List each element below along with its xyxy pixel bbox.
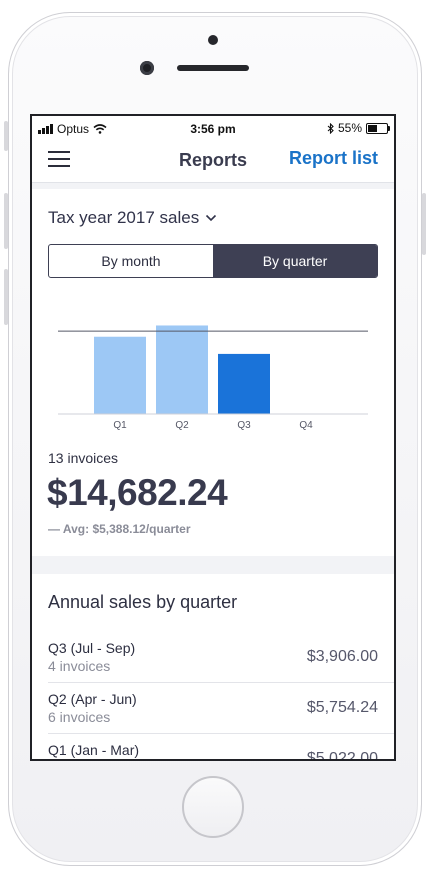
- earpiece-speaker: [177, 65, 249, 71]
- quarter-amount: $3,906.00: [306, 648, 378, 665]
- quarter-list: Q3 (Jul - Sep) 4 invoices $3,906.00 Q2 (…: [32, 632, 394, 761]
- average-sales: — Avg: $5,388.12/quarter: [48, 522, 191, 536]
- sales-chart: Q1 Q2 Q3 Q4: [58, 325, 368, 431]
- chevron-down-icon: [206, 214, 217, 222]
- total-sales: $14,682.24: [47, 472, 228, 513]
- list-item[interactable]: Q2 (Apr - Jun) 6 invoices $5,754.24: [48, 683, 394, 734]
- wifi-icon: [93, 124, 107, 134]
- period-label: Tax year 2017 sales: [48, 208, 200, 227]
- proximity-sensor: [140, 61, 154, 75]
- volume-up-button: [4, 193, 8, 249]
- bluetooth-icon: [327, 122, 334, 134]
- front-camera: [208, 35, 218, 45]
- section-divider: [32, 183, 394, 189]
- battery-icon: [366, 122, 390, 134]
- battery-fill: [368, 124, 377, 132]
- period-toggle: By month By quarter: [48, 244, 378, 278]
- menu-icon[interactable]: [48, 151, 70, 167]
- quarter-amount: $5,754.24: [306, 699, 378, 716]
- home-button[interactable]: [182, 776, 244, 838]
- section-divider: [32, 556, 394, 574]
- status-time: 3:56 pm: [190, 122, 236, 136]
- chart-tick-label: Q1: [113, 420, 127, 431]
- status-bar: Optus 3:56 pm 55%: [32, 116, 394, 140]
- quarter-invoices: 4 invoices: [48, 658, 111, 674]
- quarter-label: Q3 (Jul - Sep): [48, 640, 136, 656]
- invoice-count: 13 invoices: [48, 450, 119, 466]
- annual-sales-title: Annual sales by quarter: [48, 592, 238, 612]
- mute-switch: [4, 121, 8, 151]
- list-item[interactable]: Q3 (Jul - Sep) 4 invoices $3,906.00: [48, 632, 394, 683]
- volume-down-button: [4, 269, 8, 325]
- app-screen: Optus 3:56 pm 55% Reports Report list Ta…: [30, 114, 396, 761]
- quarter-label: Q1 (Jan - Mar): [48, 742, 140, 758]
- chart-bar[interactable]: [94, 336, 146, 414]
- power-button: [422, 193, 426, 255]
- page-title: Reports: [178, 150, 247, 170]
- period-selector[interactable]: Tax year 2017 sales: [48, 208, 217, 228]
- navigation-bar: Reports Report list: [32, 140, 394, 183]
- chart-bar[interactable]: [218, 353, 270, 414]
- chart-bar[interactable]: [156, 325, 208, 414]
- chart-tick-label: Q3: [237, 420, 251, 431]
- quarter-amount: $5,022.00: [306, 750, 378, 761]
- battery-percent: 55%: [337, 121, 362, 135]
- chart-tick-label: Q2: [175, 420, 189, 431]
- tab-by-quarter[interactable]: By quarter: [213, 245, 377, 277]
- carrier-name: Optus: [57, 122, 90, 136]
- list-item[interactable]: Q1 (Jan - Mar) $5,022.00: [48, 734, 394, 761]
- signal-icon: [38, 124, 53, 134]
- chart-tick-label: Q4: [299, 420, 313, 431]
- quarter-invoices: 6 invoices: [48, 709, 111, 725]
- report-list-button[interactable]: Report list: [288, 148, 378, 168]
- status-right: 55%: [327, 121, 390, 135]
- quarter-label: Q2 (Apr - Jun): [48, 691, 137, 707]
- tab-by-month[interactable]: By month: [101, 253, 161, 269]
- status-left: Optus: [38, 122, 107, 136]
